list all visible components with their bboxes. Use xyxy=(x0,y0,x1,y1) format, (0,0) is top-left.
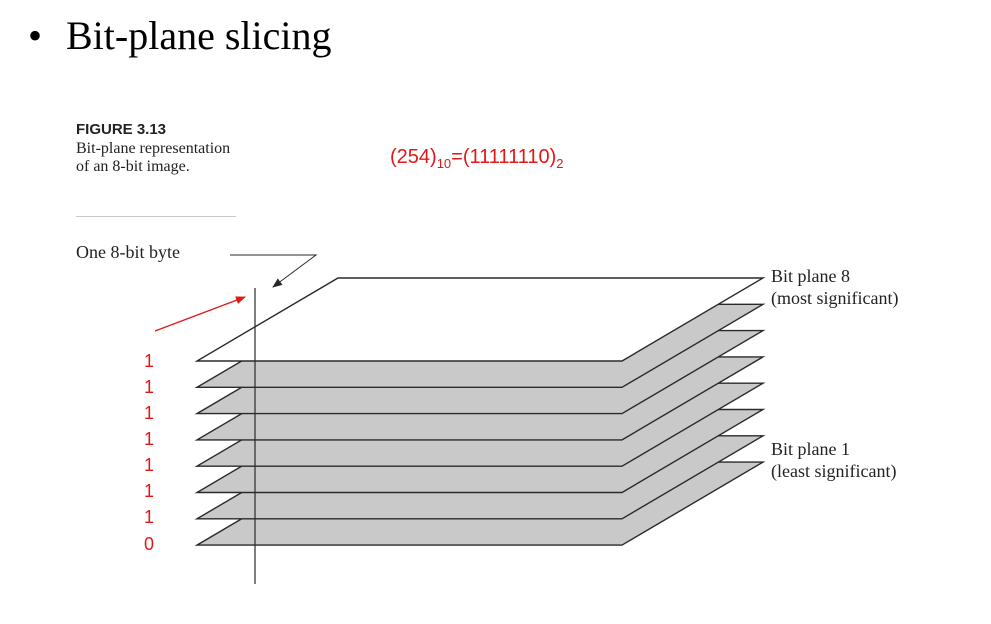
byte-label: One 8-bit byte xyxy=(76,242,180,262)
bit-value: 1 xyxy=(144,429,155,449)
top-plane-title: Bit plane 8 xyxy=(771,266,850,286)
bottom-plane-subtitle: (least significant) xyxy=(771,461,897,481)
bit-value: 1 xyxy=(144,455,155,475)
slide-title: • Bit-plane slicing xyxy=(28,12,332,59)
bottom-plane-label: Bit plane 1 (least significant) xyxy=(771,438,896,482)
bit-value: 0 xyxy=(144,534,155,554)
bottom-plane-title: Bit plane 1 xyxy=(771,439,850,459)
bit-planes xyxy=(194,277,766,546)
bits-pointer-arrow xyxy=(154,296,246,332)
byte-pointer-arrow xyxy=(230,254,318,288)
formula-decimal-base: 10 xyxy=(436,156,452,171)
formula-binary-base: 2 xyxy=(556,156,564,171)
figure-label: FIGURE 3.13 xyxy=(76,121,167,138)
bit-plane-8 xyxy=(194,277,766,362)
bit-value: 1 xyxy=(144,377,155,397)
bit-value: 1 xyxy=(144,351,155,371)
bullet-marker: • xyxy=(28,13,43,58)
bit-value: 1 xyxy=(144,507,155,527)
figure-caption: Bit-plane representation of an 8-bit ima… xyxy=(76,140,231,175)
bit-value: 1 xyxy=(144,481,155,501)
figure-divider xyxy=(76,216,236,217)
formula-binary: =(11111110) xyxy=(451,146,557,168)
bit-value: 1 xyxy=(144,403,155,423)
binary-formula: (254)10=(11111110)2 xyxy=(390,146,564,171)
title-text: Bit-plane slicing xyxy=(66,13,332,58)
top-plane-subtitle: (most significant) xyxy=(771,288,899,308)
formula-decimal: (254) xyxy=(390,146,437,168)
top-plane-label: Bit plane 8 (most significant) xyxy=(771,265,898,309)
